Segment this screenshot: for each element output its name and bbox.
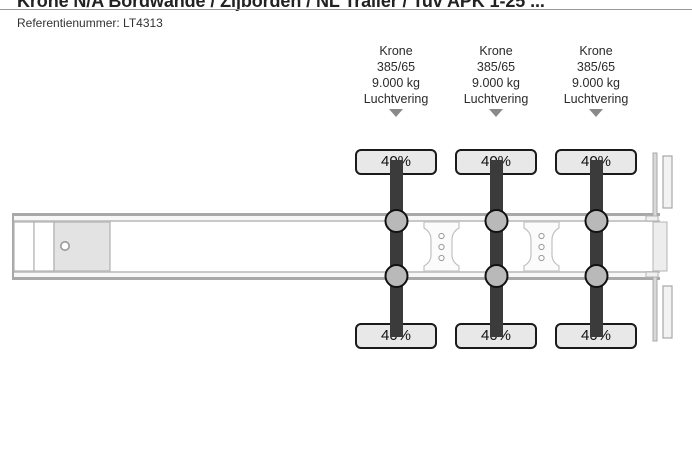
triangle-down-icon bbox=[589, 109, 603, 117]
axle-bar-1 bbox=[390, 160, 403, 333]
axle-tire-size: 385/65 bbox=[376, 60, 416, 74]
suspension-hangers bbox=[423, 221, 560, 272]
triangle-down-icon bbox=[489, 109, 503, 117]
axle-suspension: Luchtvering bbox=[563, 92, 629, 106]
trailer-schematic bbox=[12, 152, 673, 342]
axle-suspension: Luchtvering bbox=[363, 92, 429, 106]
hub-bottom-3 bbox=[584, 264, 609, 288]
chassis-outline bbox=[12, 213, 660, 280]
header-divider bbox=[0, 9, 692, 10]
axle-capacity: 9.000 kg bbox=[472, 76, 520, 90]
axle-spec-3: Krone 385/65 9.000 kg Luchtvering bbox=[536, 43, 656, 117]
axle-bars bbox=[390, 160, 603, 333]
axle-brand: Krone bbox=[479, 44, 513, 58]
hub-top-1 bbox=[384, 209, 409, 233]
axle-bar-2 bbox=[490, 160, 503, 333]
axle-spec-2: Krone 385/65 9.000 kg Luchtvering bbox=[436, 43, 556, 117]
axle-brand: Krone bbox=[579, 44, 613, 58]
axle-capacity: 9.000 kg bbox=[572, 76, 620, 90]
axle-spec-1: Krone 385/65 9.000 kg Luchtvering bbox=[336, 43, 456, 117]
kingpin-circle-icon bbox=[59, 241, 70, 252]
axle-capacity: 9.000 kg bbox=[372, 76, 420, 90]
axle-tire-size: 385/65 bbox=[476, 60, 516, 74]
wheel-hubs bbox=[384, 209, 609, 288]
reference-number: Referentienummer: LT4313 bbox=[17, 16, 163, 30]
axle-tire-size: 385/65 bbox=[576, 60, 616, 74]
triangle-down-icon bbox=[389, 109, 403, 117]
axle-suspension: Luchtvering bbox=[463, 92, 529, 106]
page-title: Krone N/A Bordwande / Zijborden / NL Tra… bbox=[17, 0, 545, 11]
axle-brand: Krone bbox=[379, 44, 413, 58]
axle-bar-3 bbox=[590, 160, 603, 333]
hub-top-2 bbox=[484, 209, 509, 233]
rear-frame bbox=[645, 152, 673, 342]
hub-bottom-2 bbox=[484, 264, 509, 288]
hub-bottom-1 bbox=[384, 264, 409, 288]
footer-whitespace bbox=[0, 380, 692, 460]
front-neck-section bbox=[13, 221, 111, 272]
hub-top-3 bbox=[584, 209, 609, 233]
